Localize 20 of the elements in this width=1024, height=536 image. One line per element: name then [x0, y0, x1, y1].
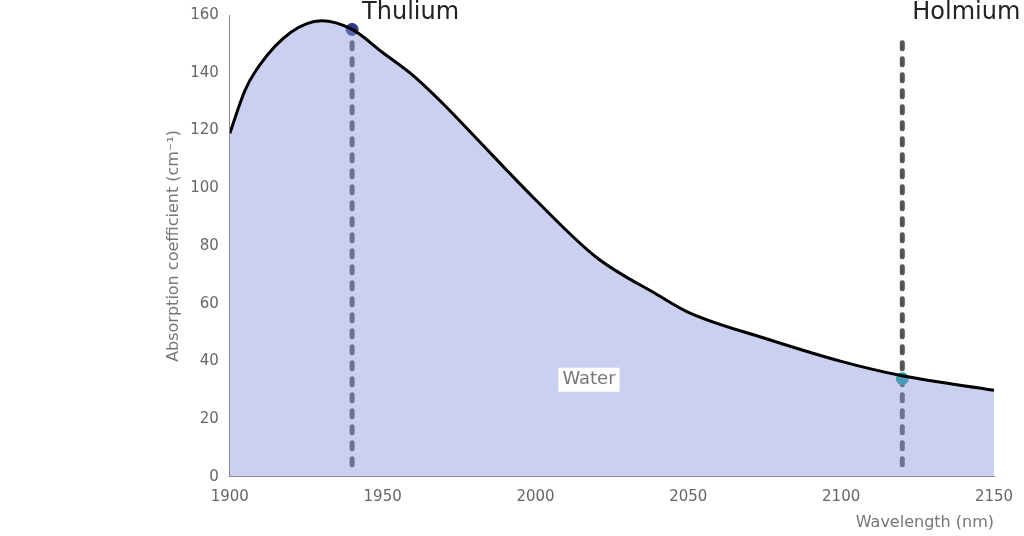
- y-tick-label: 100: [190, 178, 219, 197]
- y-axis-title: Absorption coefficient (cm⁻¹): [162, 129, 182, 362]
- x-axis-title: Wavelength (nm): [855, 511, 994, 531]
- x-tick-label: 2100: [822, 486, 861, 505]
- y-tick-label: 60: [199, 293, 219, 312]
- ref-line-label: Holmium: [912, 0, 1021, 26]
- y-tick-label: 80: [199, 235, 219, 254]
- y-tick-label: 120: [190, 120, 219, 139]
- x-tick-label: 2050: [669, 486, 708, 505]
- y-tick-label: 20: [199, 408, 219, 427]
- x-tick-label: 1900: [210, 486, 249, 505]
- y-tick-label: 140: [190, 62, 219, 81]
- annotation: Water: [562, 367, 617, 389]
- y-tick-label: 160: [190, 4, 219, 23]
- y-tick-label: 40: [199, 351, 219, 370]
- ref-line-label: Thulium: [361, 0, 460, 26]
- x-tick-label: 2000: [516, 486, 555, 505]
- y-tick-label: 0: [209, 466, 219, 485]
- x-tick-label: 2150: [974, 486, 1014, 505]
- x-tick-label: 1950: [363, 486, 402, 505]
